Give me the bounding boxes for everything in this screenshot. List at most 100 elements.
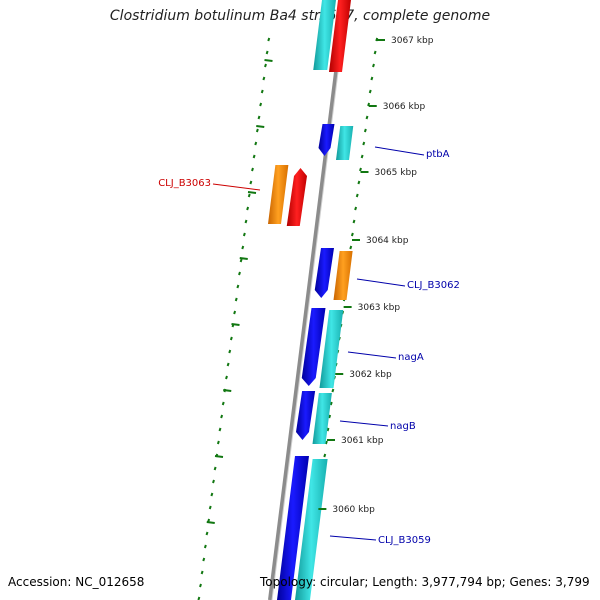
feature-blue-b3059 — [277, 456, 309, 600]
track-dot — [262, 76, 266, 81]
track-dot — [363, 128, 367, 133]
track-dot — [264, 63, 267, 68]
track-dot — [352, 219, 356, 224]
track-dot — [200, 570, 204, 575]
gene-leader-line — [356, 278, 406, 287]
track-dot — [259, 102, 263, 107]
track-dot — [229, 336, 233, 341]
feature-blue-nagB — [296, 391, 316, 440]
gene-leader-line — [329, 535, 377, 541]
track-dot — [331, 388, 335, 393]
ruler-tick-label: 3062 kbp — [349, 370, 392, 380]
feature-blue-b3062 — [314, 248, 334, 298]
ruler-tick-label: 3066 kbp — [383, 102, 426, 112]
track-dot — [365, 115, 369, 120]
track-dot — [233, 310, 237, 315]
track-dot — [329, 401, 333, 406]
track-dot — [375, 37, 379, 42]
track-dot — [323, 453, 327, 458]
track-dot — [221, 401, 225, 406]
backbone-line — [268, 0, 348, 600]
track-dot — [213, 466, 217, 471]
track-dot — [212, 479, 215, 484]
feature-cyan-nagB — [312, 393, 332, 444]
track-dot — [251, 167, 254, 172]
track-dot — [218, 427, 222, 432]
track-dot — [359, 167, 362, 172]
track-dot — [257, 115, 261, 120]
track-dot — [328, 414, 332, 419]
gene-label-layer: ptbA CLJ_B3063 CLJ_B3062 nagA nagB CLJ_B3059 — [158, 146, 460, 546]
track-dot — [247, 193, 251, 198]
track-dot — [267, 37, 271, 42]
gene-leader-line — [374, 146, 425, 156]
feature-cyan-top — [313, 0, 336, 70]
track-dot — [368, 89, 372, 94]
track-dot — [252, 154, 256, 159]
track-dot — [326, 427, 330, 432]
ruler-tick-label: 3064 kbp — [366, 236, 409, 246]
inner-tick-mark — [206, 521, 215, 524]
ruler-tick-label: 3060 kbp — [332, 505, 375, 515]
track-dot — [265, 50, 269, 55]
track-dot — [225, 375, 228, 380]
feature-blue-nagA — [301, 308, 326, 386]
track-dot — [241, 245, 245, 250]
backbone-stroke — [268, 0, 347, 600]
track-dot — [226, 362, 230, 367]
track-dot — [239, 258, 243, 263]
map-title: Clostridium botulinum Ba4 str. 657, comp… — [109, 8, 491, 24]
feature-orange-b3063 — [268, 165, 289, 224]
track-dot — [260, 89, 264, 94]
inner-tick-mark — [264, 59, 273, 62]
track-dot — [202, 557, 206, 562]
track-dot — [242, 232, 246, 237]
gene-leader-line — [339, 420, 389, 427]
ruler-tick-label: 3063 kbp — [358, 303, 401, 313]
gene-leader-line — [347, 351, 397, 359]
ruler-tick-label: 3067 kbp — [391, 36, 434, 46]
track-dot — [350, 232, 354, 237]
track-dot — [254, 141, 258, 146]
feature-ptbA-cyan — [336, 126, 354, 160]
track-dot — [349, 245, 353, 250]
feature-layer — [268, 0, 354, 600]
track-dot — [367, 102, 371, 107]
feature-red-top — [329, 0, 351, 72]
track-dot — [355, 193, 359, 198]
gene-label: nagA — [398, 352, 424, 363]
track-dot — [372, 63, 375, 68]
track-dot — [203, 544, 207, 549]
inner-tick-mark — [239, 257, 248, 260]
feature-cyan-nagA — [319, 310, 344, 388]
gene-label: CLJ_B3062 — [407, 280, 460, 291]
ruler-tick-label: 3061 kbp — [341, 436, 384, 446]
track-dot — [208, 505, 212, 510]
track-dot — [357, 180, 361, 185]
track-dot — [216, 440, 220, 445]
ruler-tick-label: 3065 kbp — [375, 168, 418, 178]
track-dot — [246, 206, 250, 211]
track-dot — [373, 50, 377, 55]
track-dot — [234, 297, 238, 302]
gene-label: CLJ_B3063 — [158, 178, 211, 189]
track-dot — [324, 440, 328, 445]
ruler-ticks: 3067 kbp 3066 kbp 3065 kbp 3064 kbp 3063 kbp… — [206, 36, 434, 524]
backbone-highlight — [271, 0, 348, 600]
track-dot — [205, 531, 209, 536]
track-dot — [362, 141, 366, 146]
track-dot — [249, 180, 253, 185]
track-dot — [354, 206, 358, 211]
track-dot — [255, 128, 259, 133]
track-dot — [199, 583, 202, 588]
feature-red-b3063 — [286, 168, 307, 226]
gene-leader-line — [212, 183, 261, 191]
track-dot — [220, 414, 224, 419]
track-dot — [360, 154, 364, 159]
accession-label: Accession: NC_012658 — [8, 575, 145, 589]
inner-tick-mark — [256, 125, 265, 128]
track-dot — [228, 349, 232, 354]
track-dot — [244, 219, 248, 224]
feature-ptbA-blue — [318, 124, 335, 156]
